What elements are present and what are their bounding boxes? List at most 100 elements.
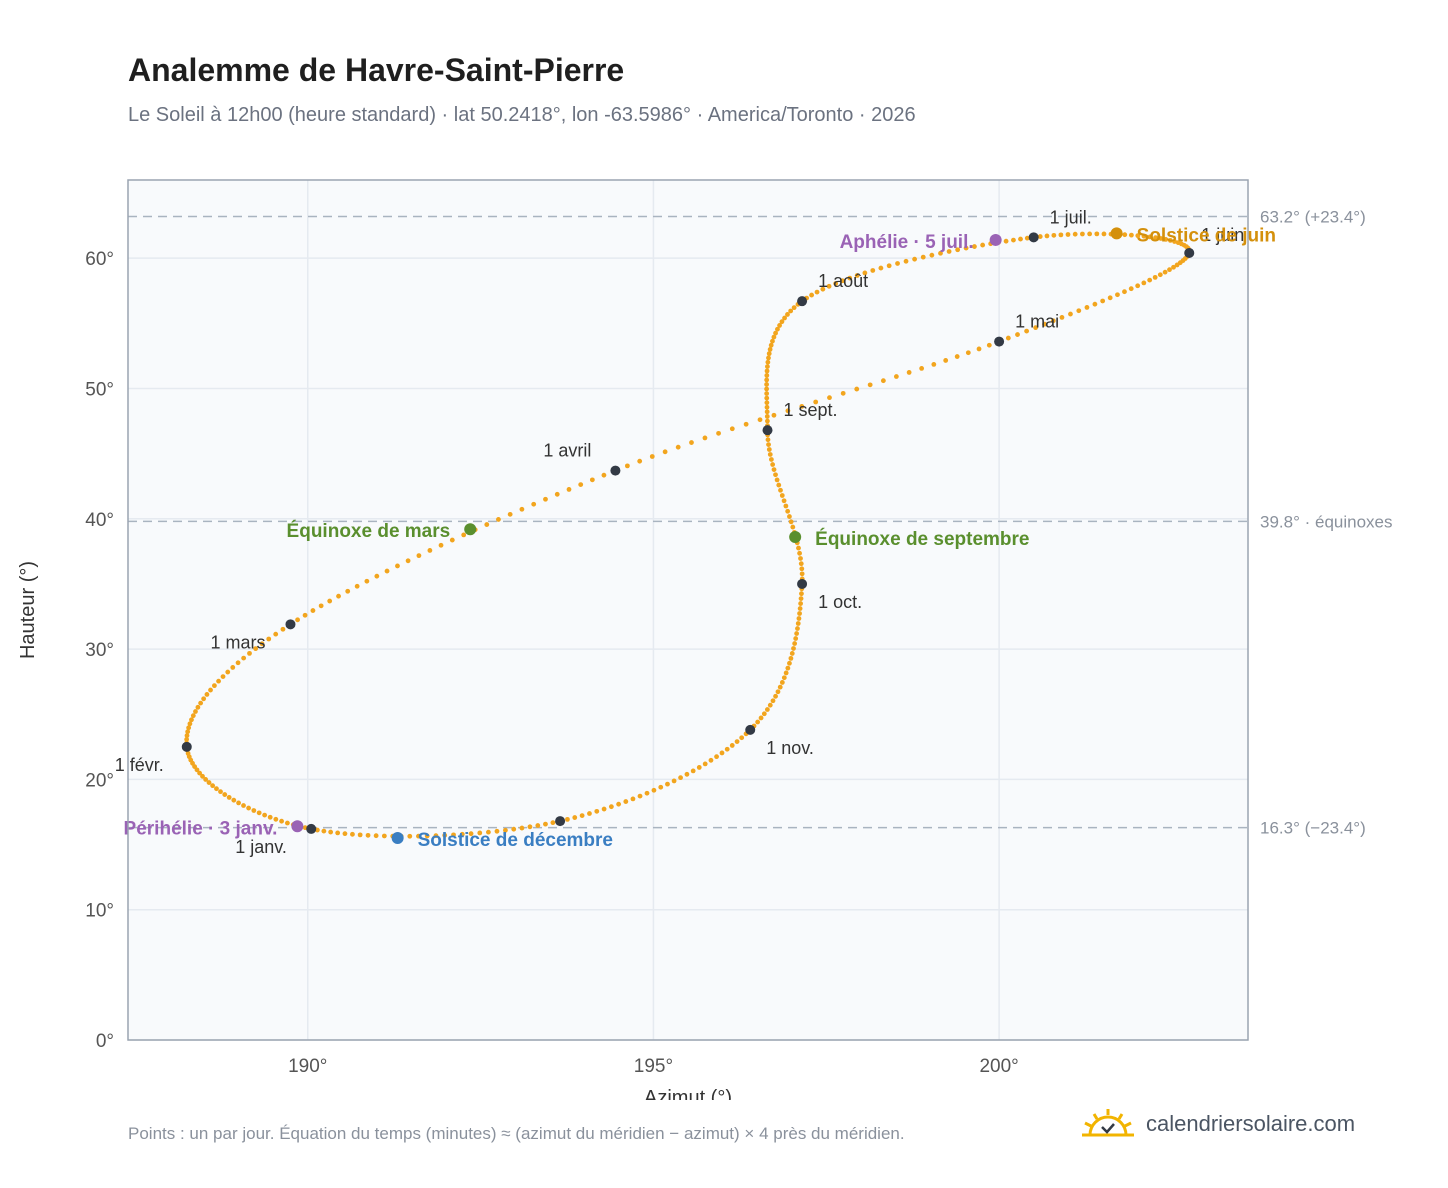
event-label: Solstice de décembre <box>418 830 613 851</box>
daily-sun-point <box>519 825 525 831</box>
daily-sun-point <box>1059 314 1065 320</box>
daily-sun-point <box>702 435 708 441</box>
daily-sun-point <box>814 289 820 295</box>
daily-sun-point <box>954 354 960 359</box>
daily-sun-point <box>708 757 714 763</box>
daily-sun-point <box>608 804 614 810</box>
daily-sun-point <box>813 399 819 405</box>
daily-sun-point <box>779 319 785 325</box>
daily-sun-point <box>201 696 207 702</box>
daily-sun-point <box>986 342 992 348</box>
daily-sun-point <box>766 351 772 357</box>
daily-sun-point <box>193 709 198 714</box>
daily-sun-point <box>862 270 868 276</box>
daily-sun-point <box>1167 267 1172 273</box>
y-tick-label: 20° <box>85 770 114 791</box>
daily-sun-point <box>1152 274 1158 280</box>
daily-sun-point <box>980 242 986 248</box>
daily-sun-point <box>764 377 770 383</box>
daily-sun-point <box>764 386 769 392</box>
daily-sun-point <box>766 442 771 447</box>
daily-sun-point <box>777 684 783 690</box>
daily-sun-point <box>507 511 513 517</box>
reference-line-label: 39.8° · équinoxes <box>1260 512 1393 531</box>
daily-sun-point <box>187 721 193 727</box>
daily-sun-point <box>1058 232 1064 238</box>
daily-sun-point <box>906 370 912 375</box>
daily-sun-point <box>416 553 422 559</box>
daily-sun-point <box>1122 232 1128 238</box>
daily-sun-point <box>767 347 773 352</box>
daily-sun-point <box>1005 335 1011 341</box>
daily-sun-point <box>594 808 600 814</box>
daily-sun-point <box>798 561 804 567</box>
daily-sun-point <box>266 636 272 642</box>
daily-sun-point <box>649 454 655 459</box>
daily-sun-point <box>601 806 607 812</box>
daily-sun-point <box>764 707 770 712</box>
daily-sun-point <box>623 799 629 804</box>
daily-sun-point <box>554 491 560 497</box>
daily-sun-point <box>781 498 787 504</box>
daily-sun-point <box>798 596 804 602</box>
daily-sun-point <box>671 778 677 784</box>
daily-sun-point <box>1080 231 1085 237</box>
event-label: Solstice de juin <box>1137 225 1276 246</box>
daily-sun-point <box>771 334 777 340</box>
daily-sun-point <box>1101 231 1107 237</box>
event-marker <box>291 820 304 833</box>
daily-sun-point <box>662 449 668 455</box>
daily-sun-point <box>236 800 241 806</box>
daily-sun-point <box>734 739 740 744</box>
daily-sun-point <box>247 650 252 656</box>
daily-sun-point <box>1087 231 1093 237</box>
daily-sun-point <box>795 626 800 631</box>
daily-sun-point <box>770 698 776 704</box>
daily-sun-point <box>675 444 681 450</box>
brand-name: calendriersolaire.com <box>1146 1111 1356 1136</box>
daily-sun-point <box>1044 233 1050 239</box>
sun-logo-icon <box>1082 1109 1134 1137</box>
daily-sun-point <box>259 641 265 647</box>
daily-sun-point <box>764 400 770 406</box>
daily-sun-point <box>1100 298 1106 304</box>
daily-sun-point <box>572 815 578 820</box>
daily-sun-point <box>893 374 899 379</box>
event-marker <box>464 523 477 536</box>
daily-sun-point <box>1135 233 1141 239</box>
daily-sun-point <box>826 283 832 289</box>
daily-sun-point <box>1033 325 1039 331</box>
daily-sun-point <box>616 801 622 807</box>
chart-title: Analemme de Havre-Saint-Pierre <box>128 52 625 88</box>
daily-sun-point <box>212 683 217 689</box>
daily-sun-point <box>1128 232 1134 238</box>
daily-sun-point <box>886 263 892 269</box>
event-marker <box>1110 227 1123 240</box>
daily-sun-point <box>235 660 241 666</box>
event-markers: Solstice de juin Solstice de décembre Équi… <box>124 225 1276 851</box>
y-tick-label: 10° <box>85 901 114 922</box>
daily-sun-point <box>773 330 778 336</box>
daily-sun-point <box>1051 232 1057 238</box>
daily-sun-point <box>783 670 789 676</box>
daily-sun-point <box>785 312 790 317</box>
daily-sun-point <box>878 265 884 271</box>
daily-sun-point <box>797 606 803 611</box>
daily-sun-point <box>768 457 774 462</box>
month-marker <box>285 619 296 630</box>
chart-subtitle: Le Soleil à 12h00 (heure standard) · lat… <box>128 104 916 126</box>
daily-sun-point <box>684 771 690 777</box>
daily-sun-point <box>535 823 541 828</box>
daily-sun-point <box>1115 292 1120 298</box>
daily-sun-point <box>225 669 231 675</box>
daily-sun-point <box>204 692 210 697</box>
daily-sun-point <box>644 790 650 796</box>
daily-sun-point <box>854 273 860 278</box>
daily-sun-point <box>696 765 702 770</box>
daily-sun-point <box>785 508 791 514</box>
daily-sun-point <box>767 702 773 708</box>
month-label: 1 févr. <box>115 755 164 775</box>
daily-sun-point <box>216 678 221 684</box>
daily-sun-point <box>374 573 380 579</box>
daily-sun-point <box>788 308 794 314</box>
